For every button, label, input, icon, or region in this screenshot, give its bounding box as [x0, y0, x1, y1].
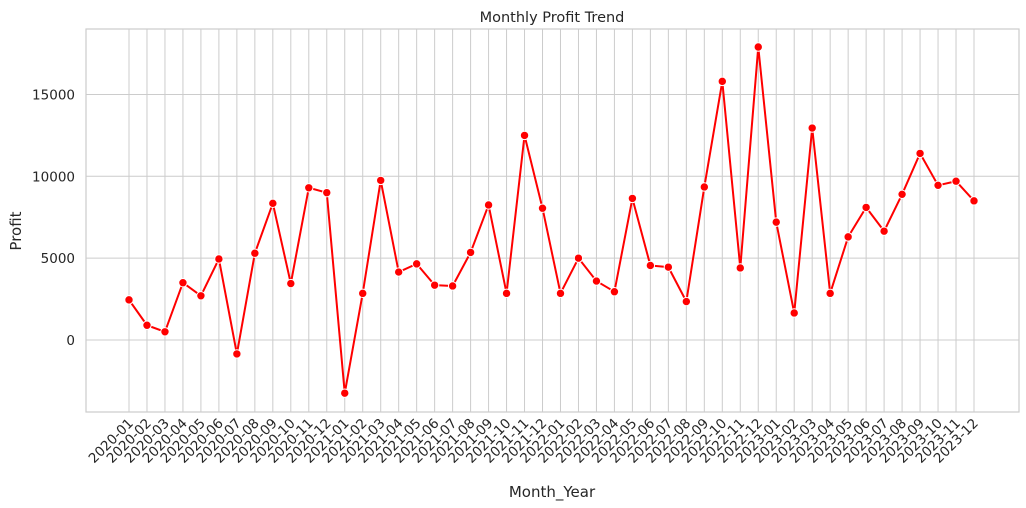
data-point: [393, 267, 404, 277]
plot-area-frame: [85, 28, 1020, 413]
data-point: [429, 280, 440, 290]
data-point: [160, 327, 170, 337]
profit-series: [124, 42, 979, 398]
data-point: [232, 349, 242, 359]
data-point: [519, 130, 530, 141]
data-point: [933, 180, 943, 191]
y-tick-label: 5000: [41, 251, 75, 267]
data-point: [915, 148, 925, 159]
data-point: [843, 232, 853, 242]
data-point: [483, 200, 494, 210]
data-point: [627, 193, 638, 204]
data-point: [609, 286, 620, 297]
data-point: [268, 198, 278, 209]
data-point: [879, 226, 889, 236]
data-point: [304, 183, 314, 193]
data-point: [645, 260, 656, 271]
data-point: [591, 276, 602, 286]
data-point: [501, 288, 512, 299]
data-point: [322, 187, 332, 198]
data-point: [358, 288, 368, 299]
data-point: [753, 42, 763, 52]
data-point: [573, 253, 584, 263]
data-point: [681, 296, 692, 307]
data-point: [537, 203, 548, 213]
data-point: [663, 262, 674, 272]
data-point: [717, 76, 727, 87]
data-point: [897, 189, 907, 200]
y-axis-label: Profit: [7, 211, 25, 250]
y-axis-ticks: 0 5000 10000 15000: [32, 87, 75, 349]
data-point: [250, 248, 260, 258]
data-point: [825, 288, 835, 299]
data-point: [951, 176, 961, 186]
data-point: [861, 202, 871, 213]
data-point: [807, 123, 817, 133]
data-point: [771, 217, 781, 227]
data-point: [699, 182, 710, 192]
data-point: [969, 196, 979, 206]
data-point: [376, 175, 386, 186]
y-tick-label: 15000: [32, 87, 75, 103]
data-point: [789, 308, 799, 318]
y-tick-label: 10000: [32, 169, 75, 185]
data-point: [142, 320, 152, 330]
y-tick-label: 0: [66, 333, 75, 349]
data-point: [196, 291, 206, 301]
x-axis-ticks: 2020-012020-022020-032020-042020-052020-…: [86, 416, 982, 467]
chart-title: Monthly Profit Trend: [480, 10, 625, 26]
data-point: [178, 277, 188, 288]
x-axis-label: Month_Year: [509, 483, 596, 502]
data-point: [465, 247, 476, 258]
data-point: [735, 263, 745, 273]
data-point: [340, 388, 350, 398]
grid-lines: [86, 29, 1019, 412]
data-point: [286, 278, 296, 289]
data-point: [411, 259, 422, 269]
profit-line: [128, 46, 975, 395]
data-point: [447, 281, 458, 291]
data-point: [555, 288, 566, 299]
data-point: [214, 254, 224, 264]
data-point: [124, 295, 134, 305]
